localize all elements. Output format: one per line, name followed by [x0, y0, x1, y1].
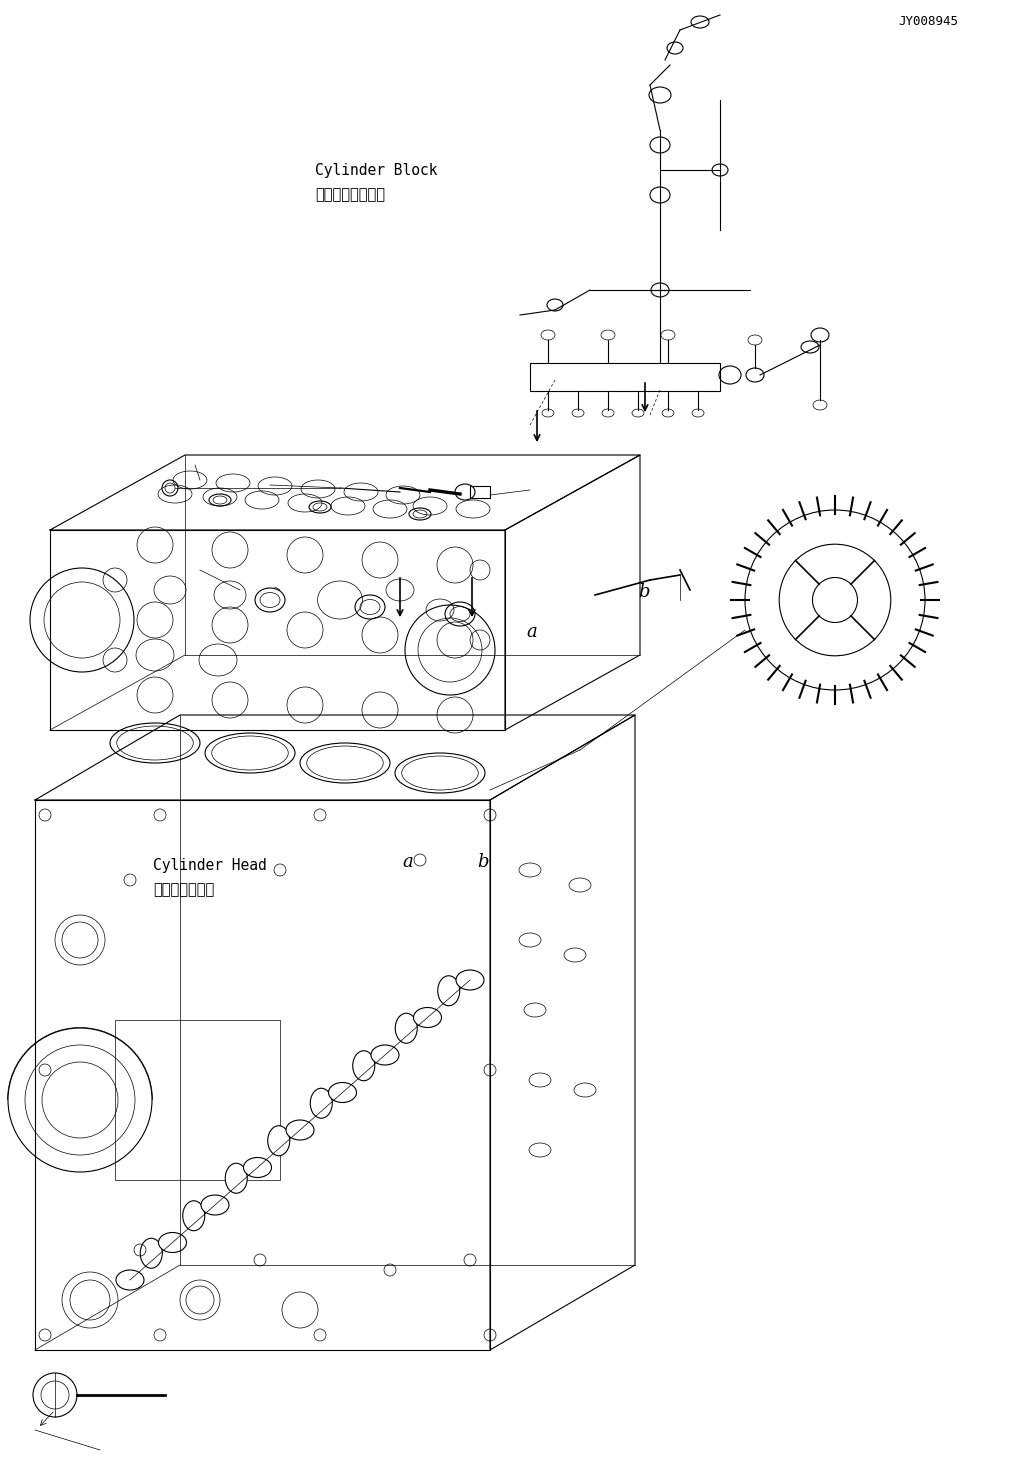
Bar: [470, 487, 490, 498]
Ellipse shape: [140, 1239, 162, 1268]
Ellipse shape: [244, 1158, 272, 1177]
Ellipse shape: [310, 1088, 333, 1119]
Ellipse shape: [328, 1082, 356, 1102]
Text: Cylinder Head: Cylinder Head: [153, 858, 267, 872]
Ellipse shape: [286, 1120, 314, 1141]
Ellipse shape: [371, 1045, 399, 1064]
Ellipse shape: [352, 1051, 375, 1080]
Ellipse shape: [438, 976, 460, 1006]
Ellipse shape: [201, 1195, 229, 1215]
Text: Cylinder Block: Cylinder Block: [315, 163, 438, 177]
Bar: [115, 1020, 280, 1180]
Text: b: b: [638, 583, 650, 601]
Bar: [530, 364, 720, 391]
Ellipse shape: [396, 1013, 417, 1044]
Ellipse shape: [413, 1007, 441, 1028]
Ellipse shape: [225, 1163, 247, 1193]
Text: シリンダブロック: シリンダブロック: [315, 188, 385, 202]
Ellipse shape: [183, 1201, 205, 1231]
Text: b: b: [477, 853, 489, 871]
Ellipse shape: [116, 1270, 144, 1290]
Text: a: a: [403, 853, 413, 871]
Ellipse shape: [456, 970, 484, 990]
Text: JY008945: JY008945: [899, 15, 959, 28]
Text: シリンダヘッド: シリンダヘッド: [153, 883, 214, 897]
Text: a: a: [527, 623, 537, 641]
Ellipse shape: [268, 1126, 289, 1155]
Ellipse shape: [158, 1233, 187, 1252]
